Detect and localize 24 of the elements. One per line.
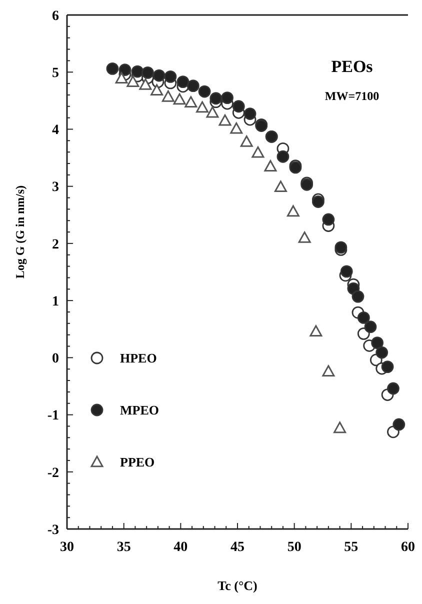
x-tick-label: 55 (344, 540, 358, 555)
x-tick-label: 30 (60, 540, 74, 555)
x-tick-label: 60 (401, 540, 415, 555)
y-tick-label: 4 (52, 123, 59, 138)
y-tick-label: 0 (52, 352, 59, 367)
y-tick-label: -3 (47, 522, 59, 538)
y-tick-label: 1 (52, 294, 59, 310)
y-tick-label: 6 (52, 8, 59, 24)
y-tick-label: -1 (47, 408, 59, 424)
y-tick-label: 2 (52, 237, 59, 252)
x-tick-label: 45 (230, 540, 244, 555)
legend-label: PPEO (120, 454, 155, 470)
text: PEOs (331, 57, 374, 76)
y-axis-title: Log G (G in nm/s) (13, 185, 27, 279)
x-tick-label: 40 (174, 540, 188, 555)
x-axis-title: Tc (°C) (218, 578, 258, 593)
x-tick-label: 50 (287, 540, 302, 555)
text: MW=7100 (324, 89, 380, 103)
y-tick-label: 3 (52, 180, 59, 196)
x-tick-label: 35 (116, 540, 131, 555)
legend-label: HPEO (120, 350, 157, 366)
legend-label: MPEO (120, 402, 159, 418)
y-tick-label: 5 (52, 66, 59, 82)
y-tick-label: -2 (47, 466, 59, 481)
